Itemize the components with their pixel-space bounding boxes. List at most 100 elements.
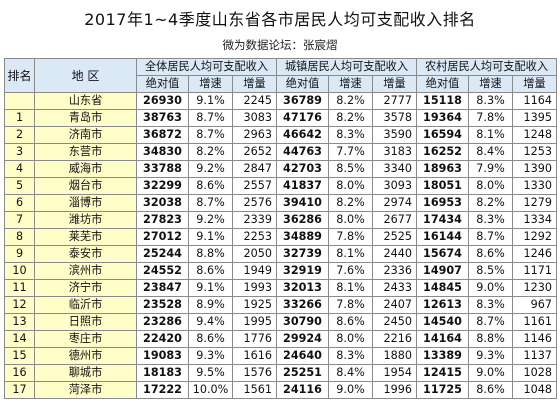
cell-all-increment: 1561 — [232, 381, 277, 399]
cell-urban-increment: 2440 — [372, 245, 417, 263]
cell-urban-growth: 8.4% — [328, 364, 373, 382]
header-sub-increment: 增量 — [512, 75, 557, 93]
cell-rural-absolute: 15118 — [416, 92, 469, 110]
cell-urban-increment: 3093 — [372, 177, 417, 195]
cell-rural-absolute: 12613 — [416, 296, 469, 314]
header-group-urban: 城镇居民人均可支配收入 — [276, 58, 417, 76]
cell-all-growth: 8.9% — [188, 296, 233, 314]
table-body: 山东省 26930 9.1% 2245 36789 8.2% 2777 15118 8.3% 11… — [4, 92, 557, 399]
cell-rural-increment: 1330 — [512, 177, 557, 195]
cell-all-growth: 8.6% — [188, 330, 233, 348]
cell-rural-growth: 9.0% — [468, 279, 513, 297]
cell-rural-growth: 8.0% — [468, 177, 513, 195]
cell-urban-growth: 7.7% — [328, 143, 373, 161]
table-row: 2 济南市 36872 8.7% 2963 46642 8.3% 3590 16594 8.1% 1… — [4, 126, 557, 144]
cell-urban-growth: 8.0% — [328, 330, 373, 348]
cell-urban-increment: 1996 — [372, 381, 417, 399]
cell-region: 泰安市 — [34, 245, 137, 263]
cell-urban-absolute: 36789 — [276, 92, 329, 110]
header-sub-growth: 增速 — [188, 75, 233, 93]
cell-all-absolute: 23286 — [136, 313, 189, 331]
cell-all-growth: 8.2% — [188, 143, 233, 161]
cell-region: 济南市 — [34, 126, 137, 144]
cell-rural-increment: 967 — [512, 296, 557, 314]
cell-urban-absolute: 25251 — [276, 364, 329, 382]
cell-urban-absolute: 44763 — [276, 143, 329, 161]
cell-all-growth: 10.0% — [188, 381, 233, 399]
cell-urban-absolute: 47176 — [276, 109, 329, 127]
table-row: 10 滨州市 24552 8.6% 1949 32919 7.6% 2336 14907 8.5%… — [4, 262, 557, 280]
cell-rural-absolute: 13389 — [416, 347, 469, 365]
cell-all-increment: 2339 — [232, 211, 277, 229]
cell-urban-absolute: 36286 — [276, 211, 329, 229]
cell-rank: 12 — [4, 296, 35, 314]
cell-all-absolute: 36872 — [136, 126, 189, 144]
cell-urban-growth: 8.2% — [328, 92, 373, 110]
cell-rank: 8 — [4, 228, 35, 246]
cell-region: 潍坊市 — [34, 211, 137, 229]
cell-rural-increment: 1279 — [512, 194, 557, 212]
cell-rural-absolute: 14540 — [416, 313, 469, 331]
cell-rural-absolute: 18963 — [416, 160, 469, 178]
cell-urban-growth: 8.3% — [328, 126, 373, 144]
cell-all-absolute: 19083 — [136, 347, 189, 365]
cell-rural-increment: 1137 — [512, 347, 557, 365]
cell-urban-growth: 8.2% — [328, 109, 373, 127]
cell-rural-growth: 8.3% — [468, 296, 513, 314]
cell-rural-increment: 1390 — [512, 160, 557, 178]
cell-rural-absolute: 14907 — [416, 262, 469, 280]
cell-rural-absolute: 16594 — [416, 126, 469, 144]
cell-rural-increment: 1161 — [512, 313, 557, 331]
cell-urban-growth: 8.5% — [328, 160, 373, 178]
cell-rural-increment: 1292 — [512, 228, 557, 246]
cell-rank: 7 — [4, 211, 35, 229]
cell-rural-increment: 1395 — [512, 109, 557, 127]
cell-rural-growth: 8.7% — [468, 313, 513, 331]
cell-urban-growth: 7.8% — [328, 296, 373, 314]
cell-rank: 9 — [4, 245, 35, 263]
table-row: 15 德州市 19083 9.3% 1616 24640 8.3% 1880 13389 9.3%… — [4, 347, 557, 365]
income-ranking-table: 排名 地 区 全体居民人均可支配收入 城镇居民人均可支配收入 农村居民人均可支配… — [4, 58, 557, 399]
cell-region: 山东省 — [34, 92, 137, 110]
cell-all-absolute: 22420 — [136, 330, 189, 348]
cell-urban-absolute: 30790 — [276, 313, 329, 331]
cell-rank: 11 — [4, 279, 35, 297]
cell-urban-absolute: 24116 — [276, 381, 329, 399]
table-row: 6 淄博市 32038 8.7% 2576 39410 8.2% 2974 16953 8.2% 1… — [4, 194, 557, 212]
cell-rank: 1 — [4, 109, 35, 127]
cell-urban-growth: 8.1% — [328, 245, 373, 263]
cell-all-absolute: 34830 — [136, 143, 189, 161]
cell-region: 滨州市 — [34, 262, 137, 280]
cell-all-increment: 3083 — [232, 109, 277, 127]
table-row: 山东省 26930 9.1% 2245 36789 8.2% 2777 15118 8.3% 11… — [4, 92, 557, 110]
cell-region: 东营市 — [34, 143, 137, 161]
header-sub-absolute: 绝对值 — [276, 75, 329, 93]
cell-urban-absolute: 39410 — [276, 194, 329, 212]
cell-urban-growth: 8.6% — [328, 313, 373, 331]
cell-urban-absolute: 24640 — [276, 347, 329, 365]
cell-urban-absolute: 32013 — [276, 279, 329, 297]
cell-rank: 4 — [4, 160, 35, 178]
table-row: 17 菏泽市 17222 10.0% 1561 24116 9.0% 1996 11725 8.6… — [4, 381, 557, 399]
cell-rural-absolute: 16953 — [416, 194, 469, 212]
cell-rank: 17 — [4, 381, 35, 399]
cell-rank: 14 — [4, 330, 35, 348]
cell-urban-increment: 2216 — [372, 330, 417, 348]
cell-rural-growth: 8.3% — [468, 92, 513, 110]
cell-urban-absolute: 32739 — [276, 245, 329, 263]
cell-region: 聊城市 — [34, 364, 137, 382]
cell-region: 德州市 — [34, 347, 137, 365]
cell-all-increment: 2253 — [232, 228, 277, 246]
cell-rural-absolute: 15674 — [416, 245, 469, 263]
cell-rank: 15 — [4, 347, 35, 365]
cell-all-growth: 8.6% — [188, 262, 233, 280]
cell-urban-growth: 9.0% — [328, 381, 373, 399]
cell-all-growth: 9.2% — [188, 160, 233, 178]
cell-all-increment: 2576 — [232, 194, 277, 212]
header-rank: 排名 — [4, 58, 35, 93]
table-row: 8 莱芜市 27012 9.1% 2253 34889 7.8% 2525 16144 8.7% 1… — [4, 228, 557, 246]
cell-rural-growth: 7.8% — [468, 109, 513, 127]
cell-rural-absolute: 12415 — [416, 364, 469, 382]
table-row: 14 枣庄市 22420 8.6% 1776 29924 8.0% 2216 14164 8.8%… — [4, 330, 557, 348]
cell-region: 日照市 — [34, 313, 137, 331]
